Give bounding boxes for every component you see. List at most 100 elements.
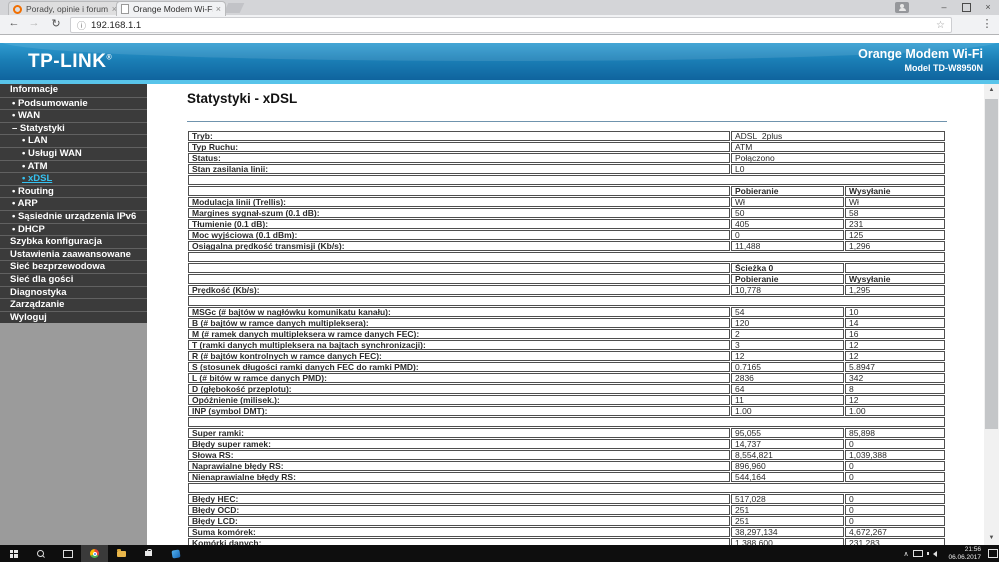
sidebar-item-wyloguj[interactable]: Wyloguj — [0, 310, 147, 324]
stat-value-upload: 5.8947 — [845, 362, 945, 372]
sidebar-item-szybka-konfiguracja[interactable]: Szybka konfiguracja — [0, 235, 147, 248]
new-tab-button[interactable] — [223, 3, 245, 13]
spacer-cell — [188, 417, 945, 427]
stat-value-upload: 8 — [845, 384, 945, 394]
stat-label: Tłumienie (0.1 dB): — [188, 219, 730, 229]
taskbar-store-button[interactable] — [135, 545, 162, 562]
table-row: Nienaprawialne błędy RS: 544,164 0 — [188, 472, 945, 482]
minimize-button[interactable]: – — [941, 2, 947, 12]
browser-menu-icon[interactable]: ⋮ — [981, 18, 993, 30]
stat-value: Połączono — [731, 153, 945, 163]
table-row: T (ramki danych multipleksera na bajtach… — [188, 340, 945, 350]
table-row: Pobieranie Wysyłanie — [188, 186, 945, 196]
table-row: Naprawialne błędy RS: 896,960 0 — [188, 461, 945, 471]
browser-tab-modem[interactable]: Orange Modem Wi-Fi × — [116, 1, 226, 16]
stat-label: Słowa RS: — [188, 450, 730, 460]
stat-value-upload: 1,296 — [845, 241, 945, 251]
network-icon[interactable] — [913, 550, 927, 557]
task-view-button[interactable] — [54, 545, 81, 562]
sidebar-item-informacje[interactable]: Informacje — [10, 84, 59, 95]
sidebar-item-sieć-bezprzewodowa[interactable]: Sieć bezprzewodowa — [0, 260, 147, 273]
taskbar-clock[interactable]: 21:56 06.06.2017 — [945, 546, 981, 561]
table-row: B (# bajtów w ramce danych multipleksera… — [188, 318, 945, 328]
stat-value-download: 50 — [731, 208, 844, 218]
stat-label: B (# bajtów w ramce danych multipleksera… — [188, 318, 730, 328]
tab-close-icon[interactable]: × — [215, 4, 221, 14]
stat-value-download: 64 — [731, 384, 844, 394]
bookmark-star-icon[interactable]: ☆ — [936, 19, 945, 31]
site-info-icon[interactable]: ⓘ — [77, 20, 87, 31]
sidebar-item-lan[interactable]: • LAN — [0, 134, 147, 147]
taskbar: ∧ 21:56 06.06.2017 — [0, 545, 999, 562]
taskbar-chrome-button[interactable] — [81, 545, 108, 562]
taskbar-search-button[interactable] — [27, 545, 54, 562]
sidebar-item-routing[interactable]: • Routing — [0, 184, 147, 198]
volume-icon[interactable] — [927, 550, 941, 557]
spacer-row — [188, 252, 945, 262]
table-row: R (# bajtów kontrolnych w ramce danych F… — [188, 351, 945, 361]
stat-label: S (stosunek długości ramki danych FEC do… — [188, 362, 730, 372]
stat-label: Naprawialne błędy RS: — [188, 461, 730, 471]
page-favicon-icon — [121, 4, 129, 14]
sidebar-item-xdsl[interactable]: • xDSL — [0, 172, 147, 185]
sidebar-item-dhcp[interactable]: • DHCP — [0, 222, 147, 236]
close-window-button[interactable]: × — [985, 2, 991, 12]
profile-avatar-icon[interactable] — [895, 2, 909, 13]
taskbar-blue-app-button[interactable] — [162, 545, 189, 562]
reload-icon[interactable]: ↻ — [51, 18, 61, 30]
browser-tab-forum[interactable]: Porady, opinie i forum - × — [8, 1, 122, 16]
search-icon — [37, 550, 44, 557]
stat-label: Tryb: — [188, 131, 730, 141]
table-row: Błędy LCD: 251 0 — [188, 516, 945, 526]
sidebar-item-sieć-dla-gości[interactable]: Sieć dla gości — [0, 272, 147, 286]
stat-value: L0 — [731, 164, 945, 174]
sidebar-item-zarządzanie[interactable]: Zarządzanie — [0, 298, 147, 311]
table-row: L (# bitów w ramce danych PMD): 2836 342 — [188, 373, 945, 383]
stat-label: Moc wyjściowa (0.1 dBm): — [188, 230, 730, 240]
tab-close-icon[interactable]: × — [111, 4, 117, 14]
back-icon[interactable]: ← — [8, 17, 20, 29]
browser-tab-bar: Porady, opinie i forum - × Orange Modem … — [0, 0, 999, 16]
table-row: Tłumienie (0.1 dB): 405 231 — [188, 219, 945, 229]
url-text[interactable]: 192.168.1.1 — [91, 19, 142, 31]
stat-value-download: 251 — [731, 516, 844, 526]
vertical-scrollbar[interactable]: ▲ ▼ — [984, 84, 999, 545]
stat-value-download: 120 — [731, 318, 844, 328]
stat-value-upload: 1,295 — [845, 285, 945, 295]
sidebar-item-podsumowanie[interactable]: • Podsumowanie — [0, 96, 147, 110]
spacer-row — [188, 175, 945, 185]
forward-icon[interactable]: → — [28, 17, 40, 29]
sidebar-item-atm[interactable]: • ATM — [0, 159, 147, 173]
stat-label: Super ramki: — [188, 428, 730, 438]
sidebar-item-diagnostyka[interactable]: Diagnostyka — [0, 285, 147, 299]
stat-value-download: 517,028 — [731, 494, 844, 504]
stat-value-download: 38,297,134 — [731, 527, 844, 537]
tray-chevron-icon[interactable]: ∧ — [903, 550, 909, 558]
stats-table-body: Tryb: ADSL_2plus Typ Ruchu: ATM Status: Połąc… — [188, 131, 945, 545]
action-center-icon[interactable] — [985, 549, 999, 558]
scrollbar-thumb[interactable] — [985, 99, 998, 429]
table-row: Stan zasilania linii: L0 — [188, 164, 945, 174]
system-tray: ∧ 21:56 06.06.2017 — [899, 545, 999, 562]
scroll-down-icon[interactable]: ▼ — [988, 535, 995, 541]
sidebar-item-statystyki[interactable]: – Statystyki — [0, 121, 147, 135]
taskbar-explorer-button[interactable] — [108, 545, 135, 562]
stat-value-download: 95,055 — [731, 428, 844, 438]
scroll-up-icon[interactable]: ▲ — [988, 87, 995, 93]
start-button[interactable] — [0, 545, 27, 562]
stat-value-upload: 0 — [845, 472, 945, 482]
table-row: Komórki danych: 1,388,600 231,283 — [188, 538, 945, 545]
sidebar-item-usługi-wan[interactable]: • Usługi WAN — [0, 146, 147, 160]
stat-value-upload: 125 — [845, 230, 945, 240]
sidebar-item-sąsiednie-urządzenia-ipv6[interactable]: • Sąsiednie urządzenia IPv6 — [0, 209, 147, 223]
stat-label: Komórki danych: — [188, 538, 730, 545]
product-name: Orange Modem Wi-Fi — [858, 47, 983, 61]
stat-value-download: 0.7165 — [731, 362, 844, 372]
maximize-button[interactable] — [955, 3, 977, 12]
table-row: Słowa RS: 8,554,821 1,039,388 — [188, 450, 945, 460]
address-bar[interactable]: ⓘ 192.168.1.1 ☆ — [70, 17, 952, 33]
sidebar-item-arp[interactable]: • ARP — [0, 197, 147, 210]
sidebar-item-wan[interactable]: • WAN — [0, 109, 147, 122]
sidebar-item-ustawienia-zaawansowane[interactable]: Ustawienia zaawansowane — [0, 247, 147, 261]
